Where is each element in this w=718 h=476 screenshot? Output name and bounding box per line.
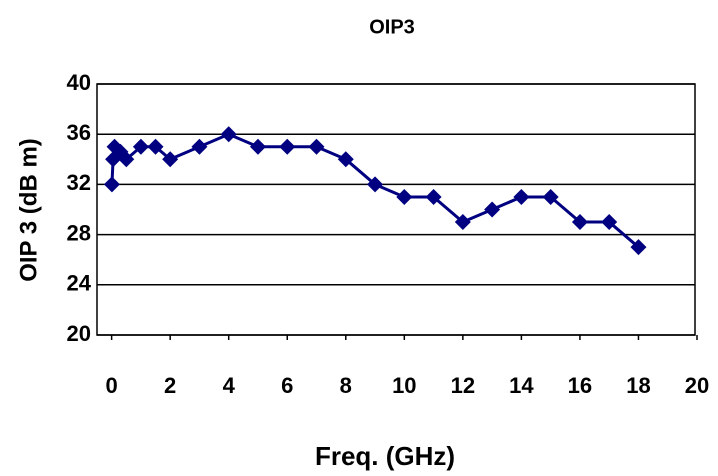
data-point [147, 138, 164, 155]
x-tick-label: 6 [281, 373, 293, 398]
y-tick-label: 20 [67, 321, 91, 346]
data-point [337, 151, 354, 168]
data-point [191, 138, 208, 155]
data-point [396, 188, 413, 205]
x-tick-label: 18 [626, 373, 650, 398]
data-point [571, 214, 588, 231]
data-point [132, 138, 149, 155]
data-point [162, 151, 179, 168]
data-point [249, 138, 266, 155]
y-axis-label: OIP 3 (dB m) [15, 138, 42, 282]
x-tick-label: 4 [223, 373, 236, 398]
data-point [484, 201, 501, 218]
x-tick-label: 12 [451, 373, 475, 398]
data-point [513, 188, 530, 205]
data-point [454, 214, 471, 231]
x-tick-label: 14 [509, 373, 534, 398]
data-point [367, 176, 384, 193]
x-axis-label: Freq. (GHz) [315, 441, 455, 471]
y-tick-label: 24 [67, 271, 92, 296]
data-point [103, 176, 120, 193]
plot-frame [96, 83, 696, 336]
y-tick-label: 36 [67, 120, 91, 145]
data-point [220, 126, 237, 143]
data-point [542, 188, 559, 205]
chart-title: OIP3 [369, 16, 415, 38]
x-tick-label: 20 [685, 373, 709, 398]
data-point [601, 214, 618, 231]
x-tick-label: 8 [340, 373, 352, 398]
x-tick-label: 16 [568, 373, 592, 398]
y-tick-label: 40 [67, 70, 91, 95]
data-point [308, 138, 325, 155]
y-tick-label: 28 [67, 220, 91, 245]
data-point [425, 188, 442, 205]
x-tick-label: 2 [164, 373, 176, 398]
x-tick-label: 10 [392, 373, 416, 398]
data-point [279, 138, 296, 155]
data-point [118, 151, 135, 168]
y-tick-label: 32 [67, 170, 91, 195]
x-tick-label: 0 [106, 373, 118, 398]
data-point [630, 239, 647, 256]
